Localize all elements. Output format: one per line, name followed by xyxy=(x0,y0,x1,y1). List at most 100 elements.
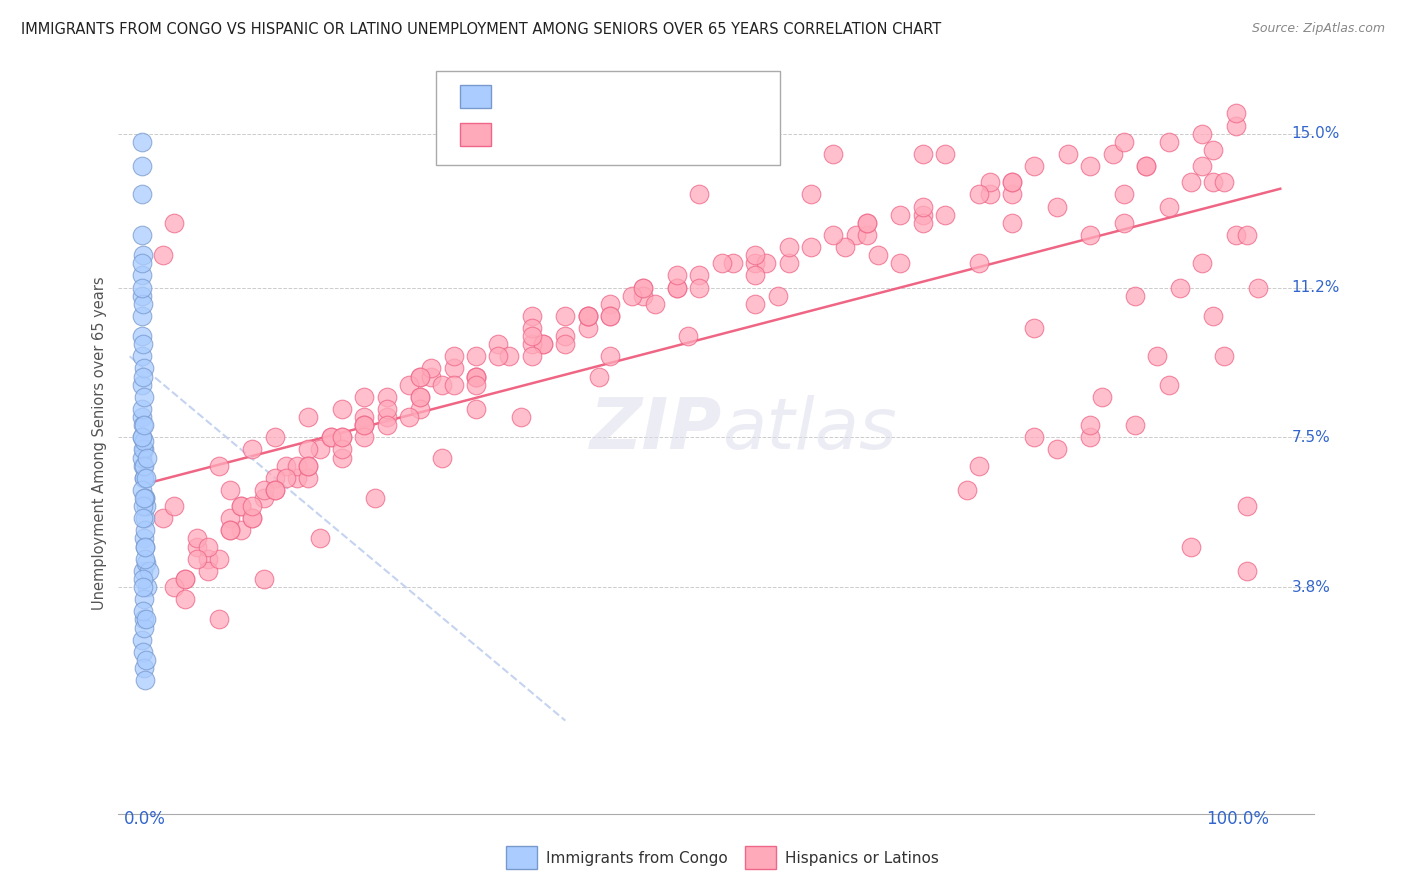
Point xyxy=(911,216,934,230)
Point xyxy=(834,240,856,254)
Point xyxy=(934,147,956,161)
Point xyxy=(420,369,443,384)
Point xyxy=(509,410,531,425)
Point xyxy=(1112,216,1135,230)
Point xyxy=(134,442,156,457)
Point xyxy=(186,540,208,554)
Point xyxy=(285,471,308,485)
Point xyxy=(132,458,155,473)
Point xyxy=(1236,227,1258,242)
Point xyxy=(364,491,387,505)
Point xyxy=(520,349,543,363)
Point xyxy=(132,499,155,513)
Text: Source: ZipAtlas.com: Source: ZipAtlas.com xyxy=(1251,22,1385,36)
Point xyxy=(263,430,285,444)
Point xyxy=(353,410,375,425)
Point xyxy=(464,369,486,384)
Point xyxy=(520,329,543,343)
Point xyxy=(208,551,231,566)
Point xyxy=(297,458,319,473)
Point xyxy=(138,564,160,578)
Point xyxy=(1024,321,1046,335)
Point xyxy=(432,450,454,465)
Point xyxy=(134,612,156,626)
Point xyxy=(1191,127,1213,141)
Point xyxy=(432,377,454,392)
Point xyxy=(967,256,990,270)
Point xyxy=(633,288,655,302)
Point xyxy=(197,540,219,554)
Point xyxy=(174,572,197,586)
Point xyxy=(588,369,610,384)
Text: 198: 198 xyxy=(640,127,672,141)
Point xyxy=(131,159,153,173)
Point xyxy=(1123,288,1146,302)
Point xyxy=(688,280,710,294)
Point xyxy=(1202,175,1225,189)
Point xyxy=(208,612,231,626)
Point xyxy=(1057,147,1080,161)
Point xyxy=(1080,430,1102,444)
Point xyxy=(531,337,554,351)
Point xyxy=(1225,106,1247,120)
Point xyxy=(219,524,242,538)
Point xyxy=(152,248,174,262)
Point xyxy=(263,483,285,497)
Text: Hispanics or Latinos: Hispanics or Latinos xyxy=(785,851,938,865)
Point xyxy=(778,256,800,270)
Point xyxy=(979,175,1001,189)
Point xyxy=(1180,540,1202,554)
Text: -0.043: -0.043 xyxy=(544,88,599,103)
Point xyxy=(134,540,156,554)
Point xyxy=(134,673,156,687)
Point xyxy=(353,430,375,444)
Point xyxy=(800,240,823,254)
Point xyxy=(823,147,845,161)
Point xyxy=(486,349,509,363)
Point xyxy=(132,604,155,618)
Point xyxy=(1090,390,1112,404)
Point xyxy=(766,288,789,302)
Point xyxy=(576,309,599,323)
Point xyxy=(353,418,375,433)
Point xyxy=(253,572,276,586)
Point xyxy=(297,471,319,485)
Point xyxy=(979,187,1001,202)
Text: 63: 63 xyxy=(640,88,661,103)
Point xyxy=(132,361,155,376)
Point xyxy=(1225,119,1247,133)
Point xyxy=(1024,159,1046,173)
Point xyxy=(1213,175,1236,189)
Point xyxy=(134,491,156,505)
Text: ZIP: ZIP xyxy=(589,394,721,464)
Point xyxy=(599,296,621,310)
Point xyxy=(398,377,420,392)
Point xyxy=(297,442,319,457)
Point xyxy=(308,532,330,546)
Point xyxy=(132,458,155,473)
Point xyxy=(219,524,242,538)
Point xyxy=(297,458,319,473)
Point xyxy=(131,227,153,242)
Point xyxy=(132,511,155,525)
Point xyxy=(131,450,153,465)
Text: 7.5%: 7.5% xyxy=(1292,430,1330,445)
Point xyxy=(231,499,253,513)
Point xyxy=(131,256,153,270)
Point xyxy=(1046,200,1069,214)
Point xyxy=(131,483,153,497)
Point xyxy=(131,377,153,392)
Point xyxy=(353,418,375,433)
Point xyxy=(755,256,778,270)
Point xyxy=(136,450,159,465)
Point xyxy=(911,147,934,161)
Point xyxy=(856,216,879,230)
Point xyxy=(131,268,153,283)
Point xyxy=(134,434,156,449)
Text: 100.0%: 100.0% xyxy=(1206,810,1270,828)
Point xyxy=(1046,442,1069,457)
Point xyxy=(576,309,599,323)
Point xyxy=(666,280,689,294)
Point xyxy=(131,187,153,202)
Point xyxy=(375,410,398,425)
